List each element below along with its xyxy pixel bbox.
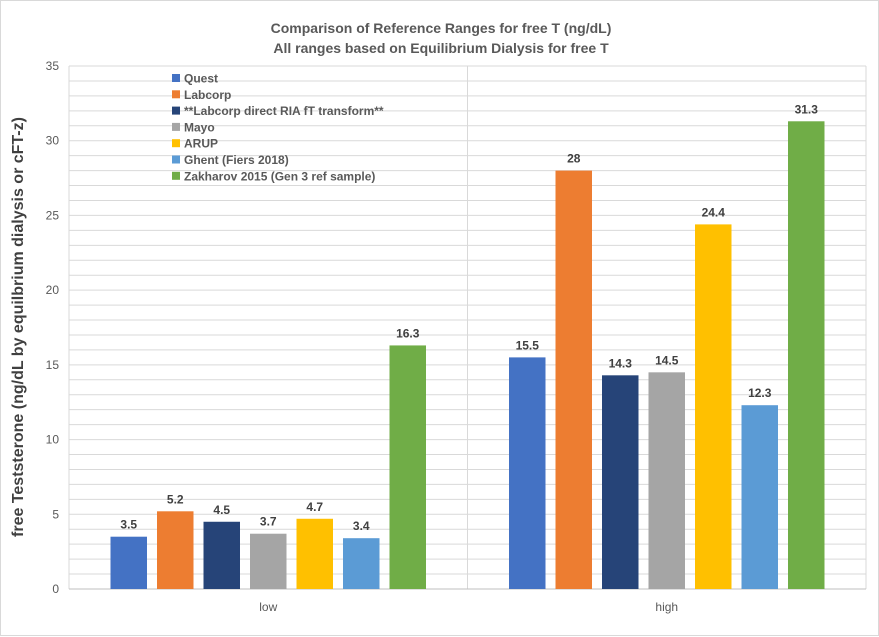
bar (157, 511, 194, 589)
chart-title: Comparison of Reference Ranges for free … (271, 20, 612, 36)
y-tick-label: 35 (46, 59, 60, 73)
data-label: 24.4 (702, 205, 726, 219)
data-label: 14.5 (655, 353, 679, 367)
data-label: 28 (567, 152, 581, 166)
x-tick-label: low (259, 600, 277, 614)
y-tick-label: 10 (46, 433, 60, 447)
data-label: 15.5 (516, 338, 540, 352)
bar (602, 375, 639, 589)
bar (509, 357, 546, 589)
legend-swatch (172, 106, 180, 115)
data-label: 12.3 (748, 386, 772, 400)
legend-entry: Ghent (Fiers 2018) (184, 153, 289, 167)
bar (389, 345, 426, 589)
legend-swatch (172, 74, 180, 82)
legend-entry: Labcorp (184, 88, 231, 102)
legend-entry: Quest (184, 72, 218, 86)
data-label: 4.5 (213, 503, 230, 517)
legend-swatch (172, 90, 180, 99)
y-tick-label: 20 (46, 283, 60, 297)
y-axis-label: free Teststerone (ng/dL by equilbrium di… (10, 117, 27, 537)
y-tick-label: 25 (46, 208, 60, 222)
chart-subtitle: All ranges based on Equilibrium Dialysis… (273, 40, 609, 56)
bar (648, 372, 685, 589)
bar (110, 536, 147, 589)
data-label: 3.4 (353, 519, 370, 533)
legend-swatch (172, 139, 180, 148)
bar (695, 224, 732, 589)
data-label: 31.3 (795, 102, 819, 116)
bar (555, 170, 592, 589)
data-label: 5.2 (167, 492, 184, 506)
data-label: 4.7 (306, 500, 323, 514)
data-label: 3.7 (260, 515, 277, 529)
legend-swatch (172, 155, 180, 164)
bar (788, 121, 825, 589)
y-tick-label: 30 (46, 134, 60, 148)
bar (250, 533, 287, 589)
y-tick-label: 5 (52, 507, 59, 521)
bar (296, 518, 333, 589)
data-label: 16.3 (396, 326, 420, 340)
y-tick-label: 15 (46, 358, 60, 372)
bar (203, 521, 240, 589)
data-label: 3.5 (120, 518, 137, 532)
data-label: 14.3 (609, 356, 633, 370)
legend-entry: Zakharov 2015 (Gen 3 ref sample) (184, 169, 375, 183)
x-tick-label: high (655, 600, 678, 614)
y-tick-label: 0 (52, 582, 59, 596)
legend-swatch (172, 122, 180, 131)
legend-entry: **Labcorp direct RIA fT transform** (184, 104, 384, 118)
bar (741, 405, 778, 589)
legend-entry: ARUP (184, 137, 218, 151)
legend-swatch (172, 171, 180, 180)
legend-entry: Mayo (184, 120, 215, 134)
bar (343, 538, 380, 589)
